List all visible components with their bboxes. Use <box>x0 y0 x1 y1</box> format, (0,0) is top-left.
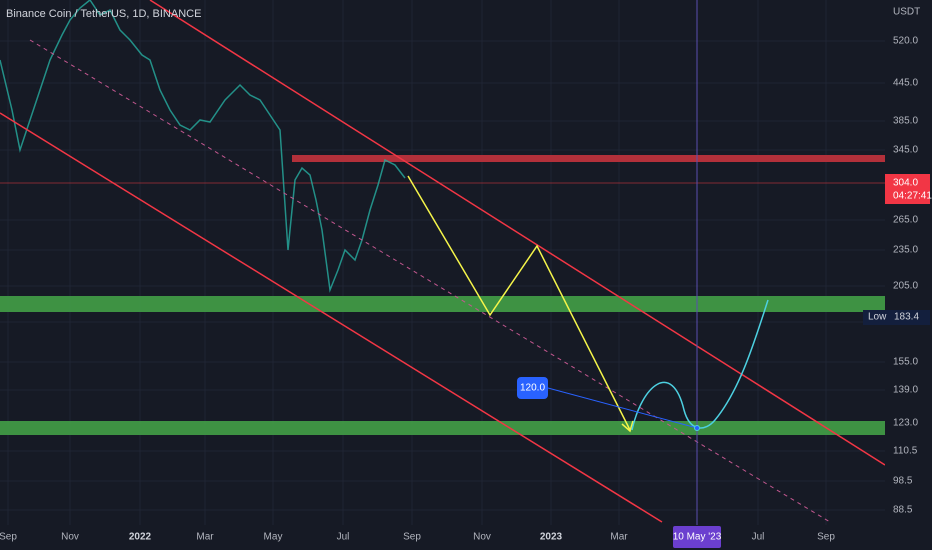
price-label: 520.0 <box>893 36 918 47</box>
low-price: 183.4 <box>894 312 919 323</box>
support-zone <box>0 296 885 312</box>
price-label: 385.0 <box>893 116 918 127</box>
channel-upper <box>149 0 886 466</box>
time-axis <box>0 525 932 550</box>
callout-line <box>547 387 698 429</box>
countdown: 04:27:41 <box>893 191 932 202</box>
time-label: Nov <box>61 532 79 543</box>
last-price: 304.0 <box>893 178 918 189</box>
support-zone <box>0 421 885 435</box>
time-label: 2022 <box>129 532 152 543</box>
price-label: 445.0 <box>893 78 918 89</box>
price-label: 345.0 <box>893 145 918 156</box>
price-label: 155.0 <box>893 357 918 368</box>
cursor-date: 10 May '23 <box>673 532 722 543</box>
time-label: 2023 <box>540 532 563 543</box>
projection-path <box>407 175 631 431</box>
price-label: 123.0 <box>893 418 918 429</box>
price-label: 235.0 <box>893 245 918 256</box>
price-axis <box>885 0 932 550</box>
time-label: May <box>264 532 283 543</box>
time-label: Mar <box>196 532 214 543</box>
price-label: 88.5 <box>893 505 913 516</box>
callout-box <box>517 377 548 399</box>
time-label: Jul <box>752 532 765 543</box>
time-label: Jul <box>337 532 350 543</box>
price-label: 205.0 <box>893 281 918 292</box>
time-label: Sep <box>0 532 17 543</box>
time-label: Mar <box>610 532 628 543</box>
low-label: Low <box>868 312 887 323</box>
price-label: 98.5 <box>893 476 913 487</box>
callout-text: 120.0 <box>520 383 545 394</box>
time-labels: Sep Nov 2022 Mar May Jul Sep Nov 2023 Mar Jul Sep <box>0 532 835 543</box>
time-label: Sep <box>817 532 835 543</box>
price-label: 265.0 <box>893 215 918 226</box>
time-label: Nov <box>473 532 491 543</box>
price-label: 110.5 <box>893 446 918 457</box>
price-trace <box>0 0 406 293</box>
projection-arrowhead <box>621 420 634 433</box>
chart-title: Binance Coin / TetherUS, 1D, BINANCE <box>6 8 201 20</box>
channel-lower <box>0 112 663 523</box>
time-label: Sep <box>403 532 421 543</box>
price-unit: USDT <box>893 7 920 18</box>
price-label: 139.0 <box>893 385 918 396</box>
last-price-badge <box>885 174 930 204</box>
low-badge <box>863 310 930 325</box>
callout-anchor <box>694 425 700 431</box>
cursor-date-badge <box>673 526 721 548</box>
resistance-zone <box>292 155 885 162</box>
